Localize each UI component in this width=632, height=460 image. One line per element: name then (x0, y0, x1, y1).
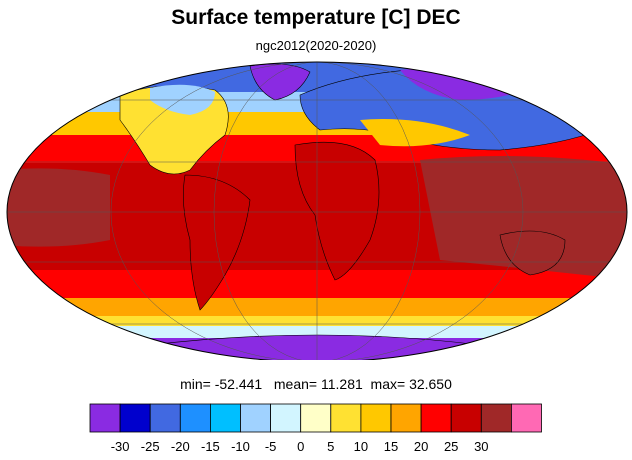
colorbar-swatch (209, 403, 241, 433)
colorbar-swatch (179, 403, 211, 433)
colorbar-swatch (300, 403, 332, 433)
min-value: -52.441 (214, 376, 263, 392)
greenland (249, 63, 311, 101)
temperature-map (6, 61, 628, 360)
colorbar-tick-label: -25 (141, 439, 160, 454)
colorbar-swatch (149, 403, 181, 433)
central-asia (360, 119, 470, 147)
stats-line: min= -52.441 mean= 11.281 max= 32.650 (0, 376, 632, 392)
colorbar-swatch (510, 403, 542, 433)
warm-pool-east (420, 156, 627, 280)
colorbar-swatch (119, 403, 151, 433)
map-subtitle: ngc2012(2020-2020) (255, 38, 377, 53)
globe-outline (6, 61, 628, 360)
colorbar-tick-label: 20 (414, 439, 428, 454)
colorbar-tick-label: -15 (201, 439, 220, 454)
colorbar-tick-label: -30 (111, 439, 130, 454)
south-america (183, 174, 251, 311)
colorbar-swatch (480, 403, 512, 433)
min-label: min= (180, 376, 211, 392)
colorbar-tick-label: -5 (265, 439, 277, 454)
colorbar-tick-label: 25 (444, 439, 458, 454)
warm-pool-west (7, 168, 110, 247)
mean-value: 11.281 (320, 376, 363, 392)
colorbar-tick-label: -20 (171, 439, 190, 454)
colorbar-swatch (240, 403, 272, 433)
australia (499, 230, 566, 276)
colorbar-tick-label: 10 (354, 439, 368, 454)
map-title: Surface temperature [C] DEC (171, 6, 461, 29)
colorbar-tick-label: 30 (474, 439, 488, 454)
colorbar-tick-label: -10 (231, 439, 250, 454)
colorbar-tick-label: 5 (327, 439, 334, 454)
colorbar-swatch (420, 403, 452, 433)
colorbar-boxes (89, 403, 542, 433)
colorbar-swatch (330, 403, 362, 433)
colorbar-tick-label: 0 (297, 439, 304, 454)
colorbar-swatch (360, 403, 392, 433)
mean-label: mean= (273, 376, 318, 392)
colorbar-swatch (450, 403, 482, 433)
max-value: 32.650 (409, 376, 452, 392)
colorbar-ticks: -30 -25 -20 -15 -10 -5 0 5 10 15 20 25 30 (111, 439, 489, 454)
colorbar-tick-label: 15 (384, 439, 398, 454)
colorbar-swatch (390, 403, 422, 433)
colorbar-swatch (270, 403, 302, 433)
colorbar-swatch (89, 403, 121, 433)
max-label: max= (370, 376, 406, 392)
